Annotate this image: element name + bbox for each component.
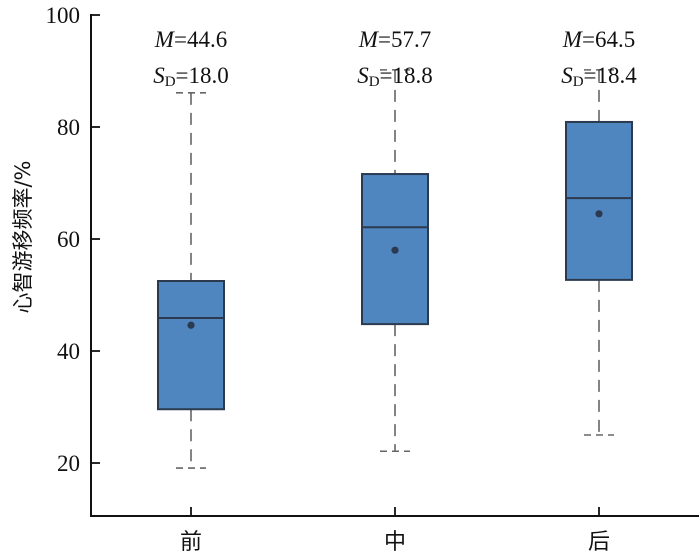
box-group-3: [565, 69, 633, 436]
x-tick-label: 前: [180, 530, 202, 555]
mean-annotation: M=57.7: [358, 27, 431, 52]
sd-subscript: D: [369, 74, 380, 90]
box-group-2: [361, 69, 429, 453]
y-axis-label: 心智游移频率/%: [11, 160, 35, 313]
sd-subscript: D: [165, 74, 176, 90]
y-tick-label: 20: [57, 451, 80, 476]
mean-marker: [187, 321, 195, 329]
mean-marker: [391, 246, 399, 254]
sd-symbol: S: [561, 63, 573, 88]
mean-symbol: M: [358, 27, 380, 52]
y-tick-label: 40: [57, 339, 80, 364]
sd-value: =18.0: [176, 63, 229, 88]
box-group-1: [157, 92, 225, 469]
y-tick-label: 100: [46, 3, 81, 28]
mean-marker: [595, 210, 603, 218]
sd-subscript: D: [573, 74, 584, 90]
iqr-box: [565, 120, 633, 281]
sd-value: =18.4: [584, 63, 638, 88]
iqr-box: [157, 280, 225, 411]
sd-annotation: SD=18.0: [153, 63, 229, 90]
mean-value: =57.7: [378, 27, 431, 52]
mean-annotation: M=64.5: [562, 27, 635, 52]
mean-symbol: M: [562, 27, 584, 52]
boxes: [157, 69, 633, 469]
y-tick-label: 80: [57, 115, 80, 140]
sd-annotation: SD=18.4: [561, 63, 637, 90]
sd-symbol: S: [357, 63, 369, 88]
mean-value: =44.6: [174, 27, 227, 52]
y-tick-label: 60: [57, 227, 80, 252]
mean-symbol: M: [154, 27, 176, 52]
sd-symbol: S: [153, 63, 165, 88]
mean-value: =64.5: [582, 27, 635, 52]
sd-annotation: SD=18.8: [357, 63, 433, 90]
axes: 20 40 60 80 100 前 中 后: [46, 3, 699, 555]
mean-annotation: M=44.6: [154, 27, 227, 52]
x-tick-label: 中: [384, 530, 406, 555]
sd-value: =18.8: [380, 63, 433, 88]
annotations: M=44.6SD=18.0M=57.7SD=18.8M=64.5SD=18.4: [153, 27, 637, 90]
x-tick-label: 后: [588, 530, 610, 555]
